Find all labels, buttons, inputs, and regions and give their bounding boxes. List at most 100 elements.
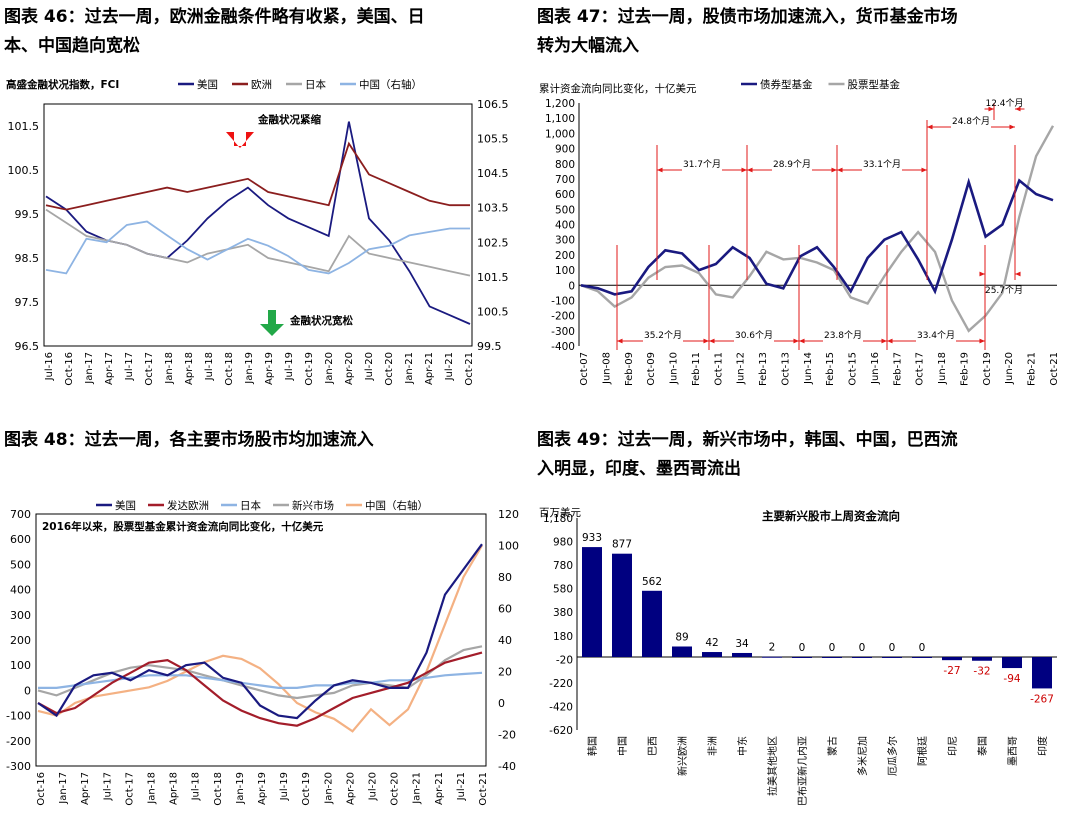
y-tick-label: 580 xyxy=(553,584,573,596)
y-tick-label: 96.5 xyxy=(15,340,40,353)
x-tick-label: Apr-21 xyxy=(434,772,445,805)
data-label: 89 xyxy=(675,631,688,643)
y2-tick-label: 20 xyxy=(498,666,512,679)
x-tick-label: Oct-07 xyxy=(579,352,590,386)
x-tick-label: 韩国 xyxy=(586,736,599,756)
legend-label: 美国 xyxy=(197,78,218,91)
y-tick-label: 780 xyxy=(553,560,573,572)
x-tick-label: 泰国 xyxy=(976,736,989,756)
interval-label: 33.1个月 xyxy=(863,159,901,170)
interval-arrow-head xyxy=(927,124,933,130)
bar xyxy=(702,652,722,657)
title-line: 图表 49：过去一周，新兴市场中，韩国、中国，巴西流 xyxy=(537,430,958,450)
series-line xyxy=(45,121,471,325)
y-tick-label: -620 xyxy=(549,725,573,737)
bar xyxy=(642,590,662,657)
figure-46-title: 图表 46：过去一周，欧洲金融条件略有收紧，美国、日 本、中国趋向宽松 xyxy=(4,3,534,61)
y2-tick-label: -20 xyxy=(498,729,516,742)
series-line xyxy=(580,177,1054,296)
x-tick-label: Apr-17 xyxy=(80,772,91,805)
y2-tick-label: 104.5 xyxy=(477,167,509,180)
series-line xyxy=(37,544,483,733)
interval-arrow-head xyxy=(979,271,985,277)
x-tick-label: Jan-21 xyxy=(412,772,423,805)
x-tick-label: Oct-11 xyxy=(713,352,724,386)
y-tick-label: 97.5 xyxy=(15,296,40,309)
y-tick-label: 300 xyxy=(10,609,31,622)
legend-label: 日本 xyxy=(305,78,326,91)
fci-chart: 高盛金融状况指数，FCI 美国 欧洲 日本 中国（右轴） 101.5 100.5 99.5 98… xyxy=(6,78,509,386)
title-line: 图表 48：过去一周，各主要市场股市均加速流入 xyxy=(4,430,374,450)
x-tick-label: Jul-17 xyxy=(102,772,113,801)
x-tick-label: 阿根廷 xyxy=(916,736,929,766)
figure-47-title: 图表 47：过去一周，股债市场加速流入，货币基金市场 转为大幅流入 xyxy=(537,3,1077,61)
interval-arrow-head xyxy=(709,338,715,344)
y-tick-label: 100 xyxy=(10,659,31,672)
x-tick-label: Feb-21 xyxy=(1027,352,1038,386)
interval-label: 31.7个月 xyxy=(683,159,721,170)
y2-tick-label: 60 xyxy=(498,603,512,616)
x-tick-label: Apr-20 xyxy=(344,352,355,385)
x-tick-label: Feb-11 xyxy=(691,352,702,386)
y-tick-label: 180 xyxy=(553,631,573,643)
data-label: 34 xyxy=(735,638,749,650)
y-tick-label: 101.5 xyxy=(8,120,40,133)
interval-arrow-head xyxy=(657,167,663,173)
y-axis-label: 高盛金融状况指数，FCI xyxy=(6,78,119,91)
figure-48-title: 图表 48：过去一周，各主要市场股市均加速流入 xyxy=(4,426,534,455)
x-tick-label: 中东 xyxy=(736,736,749,756)
x-tick-label: Jan-17 xyxy=(84,352,95,385)
chart-note: 2016年以来，股票型基金累计资金流向同比变化，十亿美元 xyxy=(42,520,324,533)
y-tick-label: 200 xyxy=(10,634,31,647)
data-label: 877 xyxy=(612,539,632,551)
interval-arrow-head xyxy=(979,338,985,344)
interval-label: 12.4个月 xyxy=(985,98,1023,109)
y-tick-label: 500 xyxy=(10,558,31,571)
x-tick-label: Oct-20 xyxy=(384,352,395,386)
series-line xyxy=(45,220,470,275)
data-label: -94 xyxy=(1003,673,1020,685)
y-tick-label: 380 xyxy=(553,607,573,619)
title-line: 转为大幅流入 xyxy=(537,36,639,56)
x-tick-label: Apr-21 xyxy=(424,352,435,385)
x-tick-label: Jul-21 xyxy=(456,772,467,801)
interval-label: 33.4个月 xyxy=(917,330,955,341)
x-tick-label: Oct-09 xyxy=(646,352,657,386)
plot-frame xyxy=(35,513,487,767)
x-tick-label: Jan-17 xyxy=(58,772,69,805)
x-tick-label: Jun-20 xyxy=(1004,352,1015,385)
x-tick-label: Feb-19 xyxy=(959,352,970,386)
easing-arrow-icon xyxy=(260,310,284,336)
x-tick-label: 新兴欧洲 xyxy=(676,736,689,776)
bar xyxy=(942,656,962,661)
figure-47: 图表 47：过去一周，股债市场加速流入，货币基金市场 转为大幅流入 累计资金流向… xyxy=(537,0,1080,400)
interval-label: 28.9个月 xyxy=(773,159,811,170)
y-tick-label: 1,200 xyxy=(545,98,575,110)
y-tick-label: 1,180 xyxy=(543,513,573,525)
legend-label: 日本 xyxy=(240,499,261,512)
interval-arrow-head xyxy=(831,167,837,173)
x-tick-label: Feb-17 xyxy=(892,352,903,386)
y-tick-label: 0 xyxy=(24,684,31,697)
x-tick-label: Oct-20 xyxy=(390,772,401,806)
x-tick-label: 厄瓜多尔 xyxy=(886,736,899,776)
y2-tick-label: 101.5 xyxy=(477,271,509,284)
interval-arrow-head xyxy=(1015,271,1021,277)
y2-tick-label: 103.5 xyxy=(477,202,509,215)
x-tick-label: 印尼 xyxy=(947,736,959,756)
title-line: 本、中国趋向宽松 xyxy=(4,36,140,56)
bar xyxy=(1002,656,1022,669)
y-tick-label: 400 xyxy=(10,584,31,597)
bar xyxy=(672,646,692,657)
data-label: 42 xyxy=(705,637,718,649)
y-tick-label: 800 xyxy=(555,159,575,171)
x-tick-label: Apr-17 xyxy=(104,352,115,385)
title-line: 入明显，印度、墨西哥流出 xyxy=(537,459,741,479)
legend-label: 债券型基金 xyxy=(760,78,813,91)
x-tick-label: Jul-19 xyxy=(279,772,290,801)
interval-label: 25.7个月 xyxy=(985,285,1023,296)
data-label: 2 xyxy=(769,642,776,654)
y2-tick-label: 40 xyxy=(498,634,512,647)
y-axis-label: 累计资金流向同比变化，十亿美元 xyxy=(539,82,697,95)
figure-48: 图表 48：过去一周，各主要市场股市均加速流入 美国 发达欧洲 日本 新兴市场 中国（右… xyxy=(0,420,535,822)
